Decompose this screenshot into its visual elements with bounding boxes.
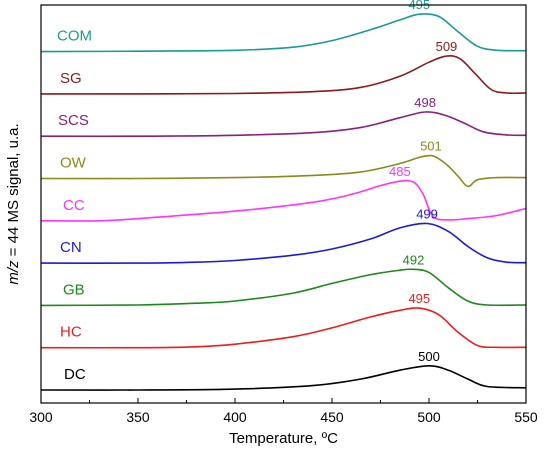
series-label-gb: GB bbox=[63, 281, 85, 298]
y-axis-title-rest: = 44 MS signal, u.a. bbox=[5, 123, 22, 260]
series-label-hc: HC bbox=[60, 324, 82, 341]
series-label-ow: OW bbox=[60, 155, 87, 172]
peak-label-dc: 500 bbox=[418, 349, 440, 364]
x-tick-label: 400 bbox=[223, 409, 247, 425]
peak-label-cn: 499 bbox=[416, 207, 438, 222]
series-line-dc bbox=[40, 364, 527, 391]
series-label-scs: SCS bbox=[58, 112, 89, 129]
plot-frame bbox=[40, 4, 527, 404]
series-label-dc: DC bbox=[64, 366, 86, 383]
y-axis-title-mz: m/z bbox=[5, 260, 22, 285]
series-line-hc bbox=[40, 307, 527, 349]
series-line-scs bbox=[40, 111, 527, 138]
x-tick-label: 300 bbox=[29, 409, 53, 425]
series-label-cn: CN bbox=[60, 239, 82, 256]
labels-layer: COM 495 SG 509 SCS 498 OW 501 CC 485 CN 499 GB 492 HC 4… bbox=[57, 0, 457, 383]
series-line-cc bbox=[40, 179, 527, 222]
series-line-sg bbox=[40, 55, 527, 95]
series-layer bbox=[40, 13, 527, 391]
x-ticks: 300 350 400 450 500 550 bbox=[29, 398, 538, 425]
x-tick-label: 500 bbox=[417, 409, 441, 425]
peak-label-sg: 509 bbox=[436, 39, 458, 54]
series-line-ow bbox=[40, 154, 527, 188]
series-line-com bbox=[40, 13, 527, 53]
series-label-com: COM bbox=[57, 28, 92, 45]
peak-label-gb: 492 bbox=[403, 252, 425, 267]
peak-label-com: 495 bbox=[408, 0, 430, 12]
peak-label-cc: 485 bbox=[389, 164, 411, 179]
x-axis-title: Temperature, ºC bbox=[229, 430, 338, 447]
peak-label-scs: 498 bbox=[414, 95, 436, 110]
x-tick-label: 450 bbox=[320, 409, 344, 425]
series-line-gb bbox=[40, 268, 527, 307]
series-line-cn bbox=[40, 222, 527, 264]
series-label-sg: SG bbox=[60, 70, 82, 87]
series-label-cc: CC bbox=[63, 197, 85, 214]
y-axis-title: m/z = 44 MS signal, u.a. bbox=[5, 123, 22, 284]
peak-label-ow: 501 bbox=[420, 139, 442, 154]
x-tick-label: 350 bbox=[126, 409, 150, 425]
peak-label-hc: 495 bbox=[408, 291, 430, 306]
x-tick-label: 550 bbox=[514, 409, 538, 425]
